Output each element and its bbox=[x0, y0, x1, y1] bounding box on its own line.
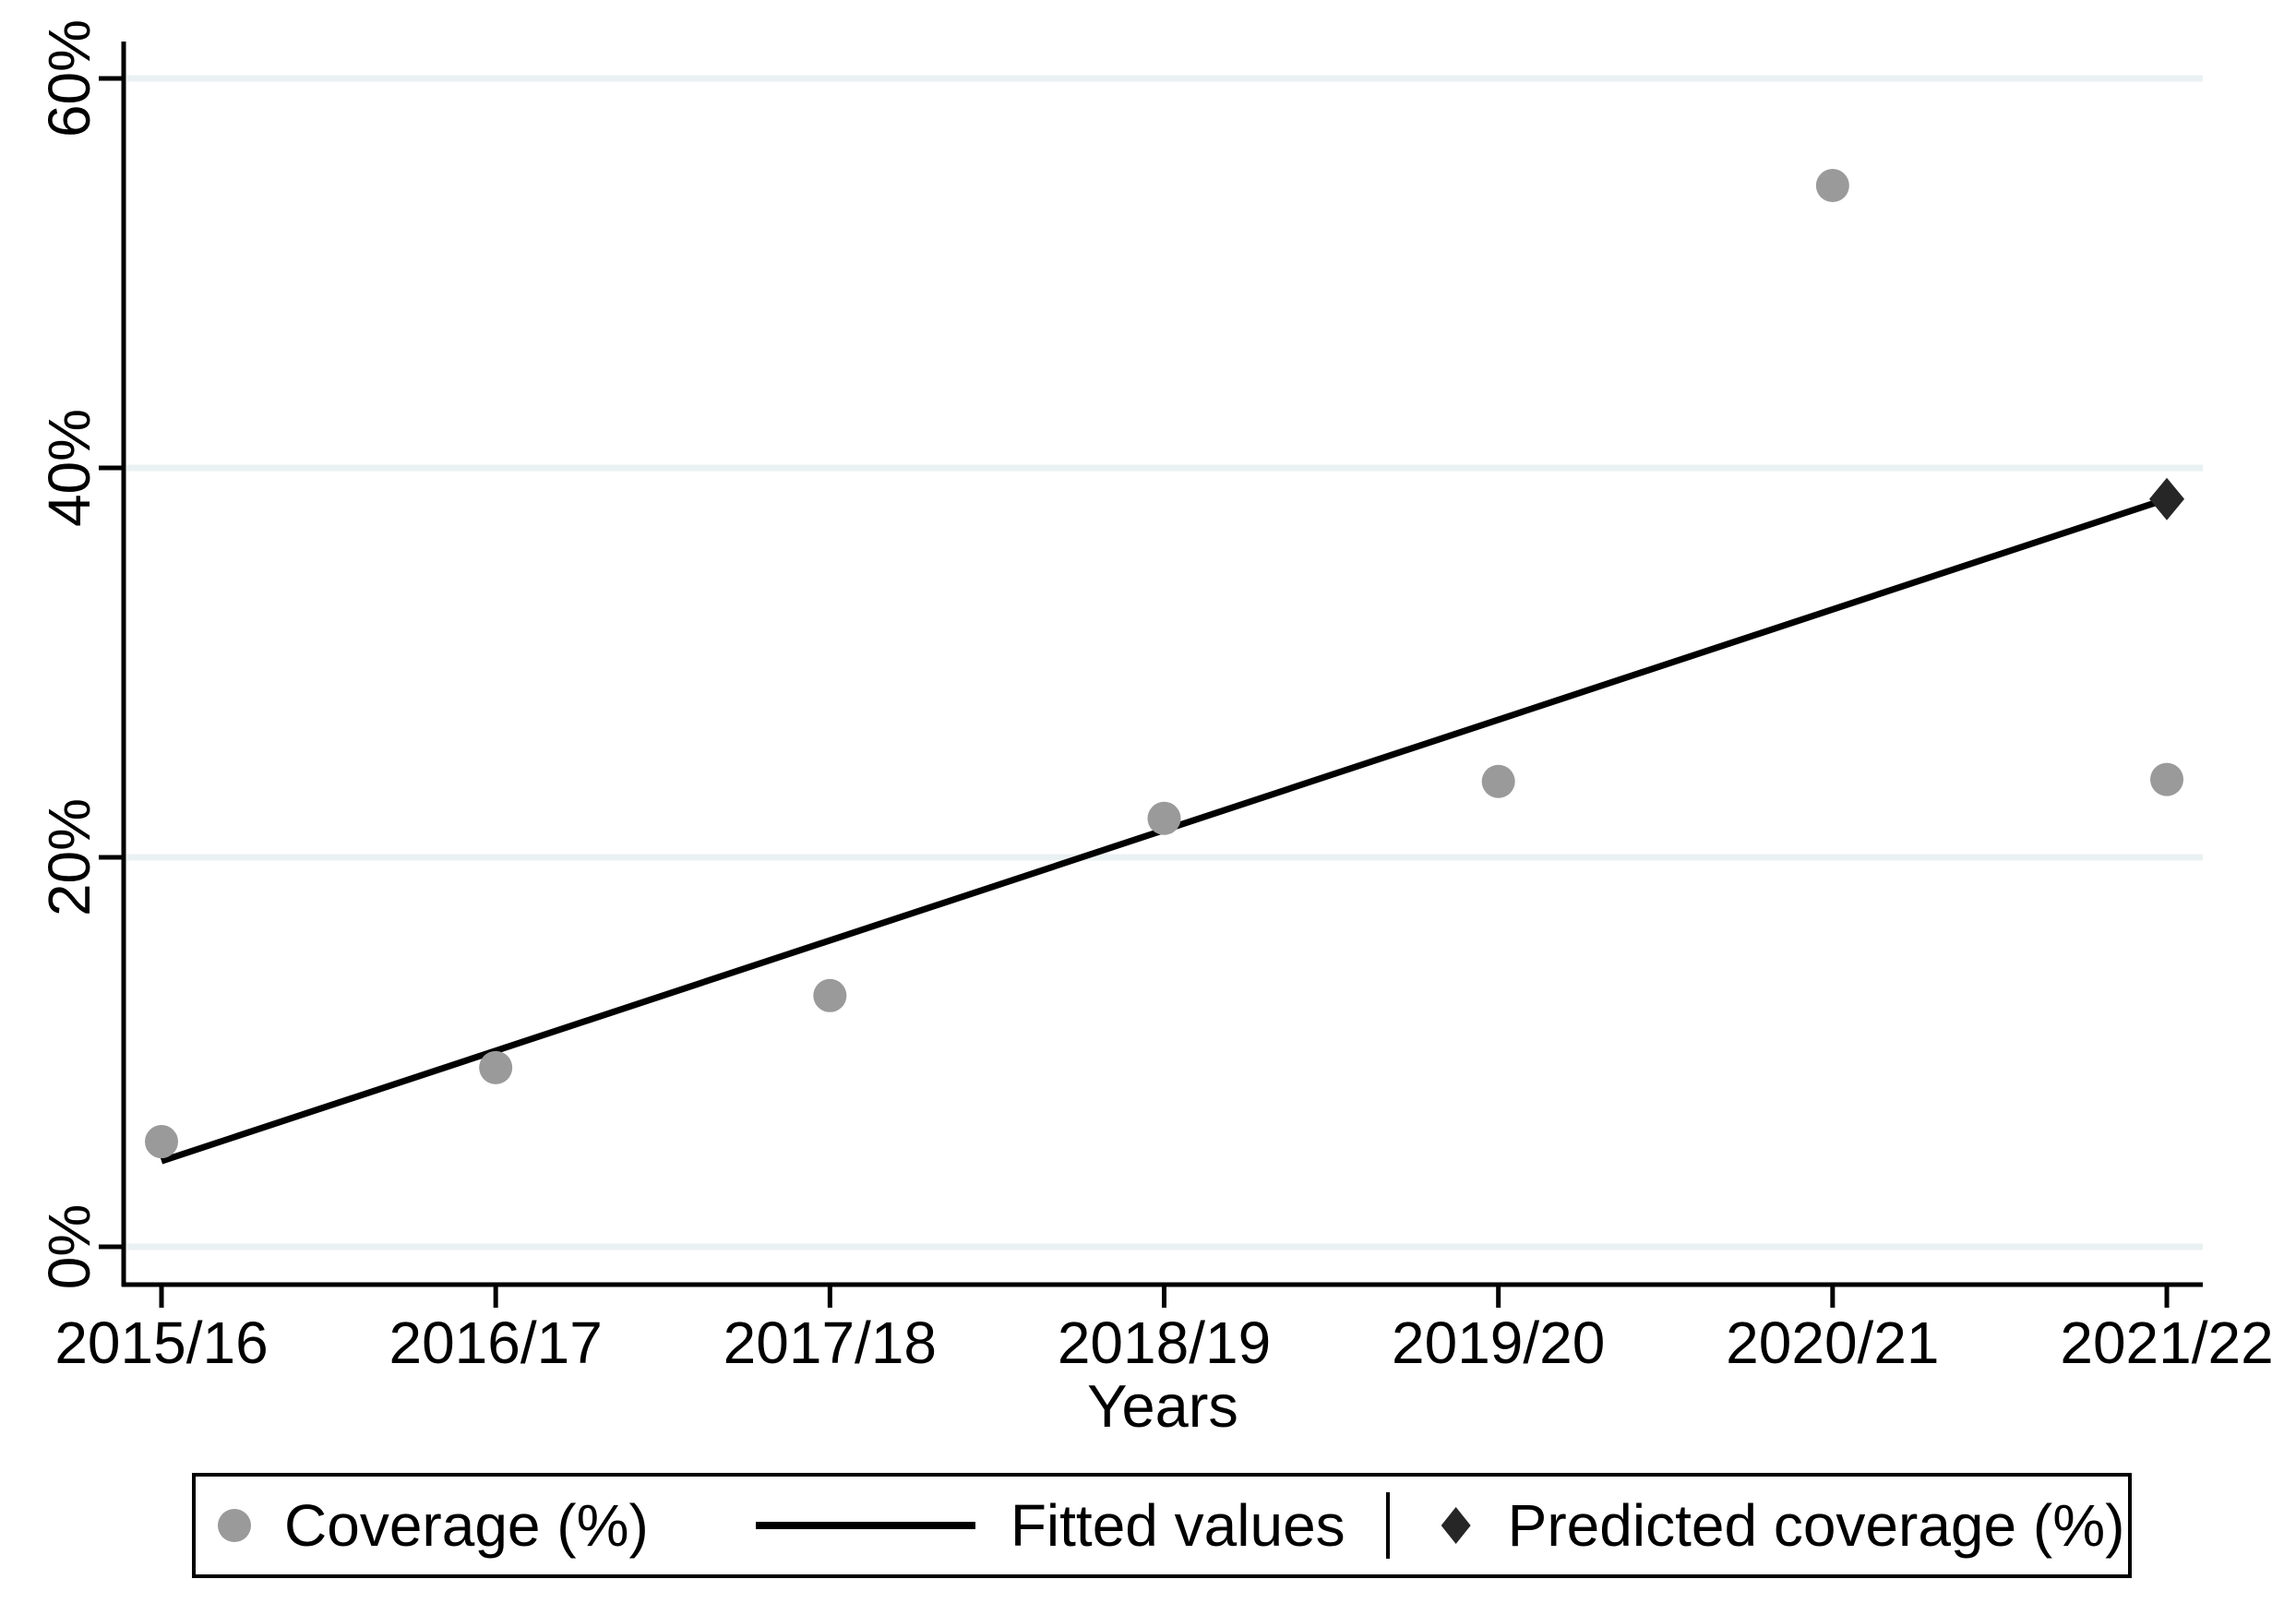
data-point-predicted bbox=[2149, 477, 2185, 520]
y-tick-label: 60% bbox=[36, 19, 102, 138]
x-tick-label: 2016/17 bbox=[389, 1310, 602, 1376]
x-tick-label: 2017/18 bbox=[723, 1310, 937, 1376]
coverage-marker-icon bbox=[218, 1509, 251, 1542]
x-tick-label: 2021/22 bbox=[2060, 1310, 2273, 1376]
x-tick-label: 2015/16 bbox=[54, 1310, 268, 1376]
legend-separator bbox=[1385, 1492, 1390, 1559]
data-point-coverage bbox=[479, 1050, 513, 1084]
x-tick-label: 2018/19 bbox=[1058, 1310, 1271, 1376]
data-point-coverage bbox=[145, 1125, 178, 1159]
data-point-coverage bbox=[1815, 169, 1849, 203]
predicted-marker-icon bbox=[1441, 1507, 1471, 1544]
legend-label-fitted: Fitted values bbox=[1010, 1492, 1345, 1559]
x-tick-label: 2020/21 bbox=[1726, 1310, 1939, 1376]
y-tick-label: 20% bbox=[36, 798, 102, 916]
x-axis-title: Years bbox=[1087, 1372, 1238, 1440]
data-point-coverage bbox=[1481, 764, 1515, 798]
legend-label-predicted: Predicted coverage (%) bbox=[1507, 1492, 2125, 1559]
fitted-line-icon bbox=[755, 1522, 975, 1529]
data-point-coverage bbox=[1147, 801, 1181, 835]
legend-label-coverage: Coverage (%) bbox=[284, 1492, 649, 1559]
y-tick-label: 40% bbox=[36, 409, 102, 527]
legend: Coverage (%) Fitted values Predicted cov… bbox=[192, 1473, 2132, 1578]
data-point-coverage bbox=[813, 978, 847, 1012]
data-point-coverage bbox=[2150, 762, 2184, 796]
x-tick-label: 2019/20 bbox=[1392, 1310, 1605, 1376]
y-tick-label: 0% bbox=[36, 1204, 102, 1290]
